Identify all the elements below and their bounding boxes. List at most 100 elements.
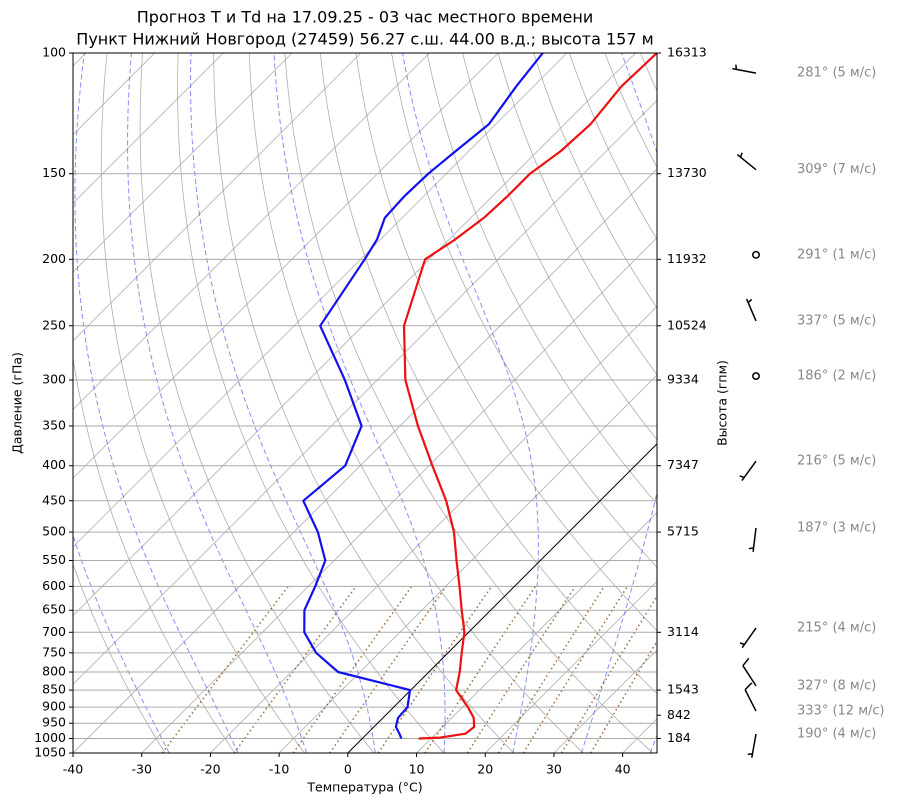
wind-label: 333° (12 м/с) [797,704,885,719]
y-tick-label: 1000 [34,730,66,745]
y-tick-label: 950 [42,715,66,730]
wind-barb [745,298,757,322]
wind-label: 190° (4 м/с) [797,726,876,741]
y2-tick-label: 10524 [667,317,707,332]
moist-adiabat [273,53,446,753]
x-tick-label: 10 [409,762,425,777]
isotherm [347,443,657,753]
y-tick-label: 800 [42,664,66,679]
y-axis-label: Давление (гПа) [10,352,25,454]
isotherm [210,305,657,753]
x-tick-label: -40 [63,762,83,777]
dry-adiabat [248,53,584,753]
dry-adiabat [747,53,900,753]
isotherm [73,53,499,479]
dry-adiabat [854,53,900,753]
isotherm [141,237,657,753]
dry-adiabat [319,53,657,695]
wind-barb [739,460,757,482]
dry-adiabat [783,53,900,753]
wind-barb [747,733,757,758]
mixing-ratio-line [161,585,289,753]
isotherm [73,53,362,342]
y-tick-label: 650 [42,602,66,617]
wind-label: 281° (5 м/с) [797,66,876,81]
dry-adiabat [640,53,657,92]
wind-barb [732,64,757,74]
wind-label: 216° (5 м/с) [797,454,876,469]
mixing-ratio-line [329,585,447,753]
wind-barb [739,627,757,649]
profile-line [402,53,657,740]
wind-barb [744,682,757,712]
y-tick-label: 850 [42,682,66,697]
wind-calm [752,372,760,381]
wind-barb [736,152,757,171]
y2-tick-label: 1543 [667,682,699,697]
moist-adiabat [580,53,657,753]
y2-tick-label: 9334 [667,372,699,387]
chart-subtitle: Пункт Нижний Новгород (27459) 56.27 с.ш.… [76,30,653,49]
y-tick-label: 400 [42,457,66,472]
y2-tick-label: 7347 [667,457,699,472]
y-tick-label: 500 [42,524,66,539]
y-tick-label: 600 [42,578,66,593]
wind-label: 186° (2 м/с) [797,369,876,384]
wind-label: 337° (5 м/с) [797,313,876,328]
moist-adiabat [402,53,539,753]
x-tick-label: 40 [615,762,631,777]
x-tick-label: -10 [269,762,289,777]
y-tick-label: 450 [42,492,66,507]
isotherm [73,53,293,273]
dry-adiabat [100,53,305,753]
x-axis-label: Температура (°C) [306,780,422,795]
dry-adiabat [568,53,657,241]
y2-tick-label: 13730 [667,165,707,180]
dry-adiabat [497,53,657,376]
isotherm [278,374,657,753]
moist-adiabat [74,53,239,753]
y-tick-label: 150 [42,165,66,180]
chart-title: Прогноз T и Td на 17.09.25 - 03 час мест… [137,8,593,27]
y-tick-label: 100 [42,45,66,60]
y2-tick-label: 3114 [667,624,699,639]
dry-adiabat [426,53,657,505]
y2-tick-label: 11932 [667,251,707,266]
y-tick-label: 550 [42,552,66,567]
dry-adiabat [355,53,657,632]
wind-barb [742,657,757,687]
y2-tick-label: 5715 [667,524,699,539]
x-tick-label: 30 [546,762,562,777]
dry-adiabat [676,53,900,753]
mixing-ratio-line [590,639,657,753]
dry-adiabat [177,53,445,753]
dry-adiabat [604,53,657,169]
x-tick-label: 0 [344,762,352,777]
isotherm [622,718,657,753]
mixing-ratio-line [233,585,357,753]
y2-tick-label: 184 [667,730,691,745]
mixing-ratio-line [560,594,657,753]
dry-adiabat [818,53,900,753]
isotherm [73,53,430,411]
isotherm [73,168,657,753]
y-tick-label: 300 [42,372,66,387]
wind-label: 291° (1 м/с) [797,247,876,262]
moist-adiabat [189,53,376,753]
dry-adiabat [391,53,657,568]
isotherm [73,53,224,204]
wind-label: 309° (7 м/с) [797,162,876,177]
dry-adiabat [889,53,900,753]
dry-adiabat [73,356,236,753]
moist-adiabat [127,53,308,753]
isotherm [73,53,568,548]
y-tick-label: 350 [42,417,66,432]
profile-line [302,53,544,740]
moist-adiabat [649,733,657,753]
wind-barb [748,527,757,552]
plot-frame [72,52,658,754]
dry-adiabat [284,53,654,753]
y-tick-label: 250 [42,317,66,332]
y-tick-label: 700 [42,624,66,639]
wind-label: 215° (4 м/с) [797,621,876,636]
